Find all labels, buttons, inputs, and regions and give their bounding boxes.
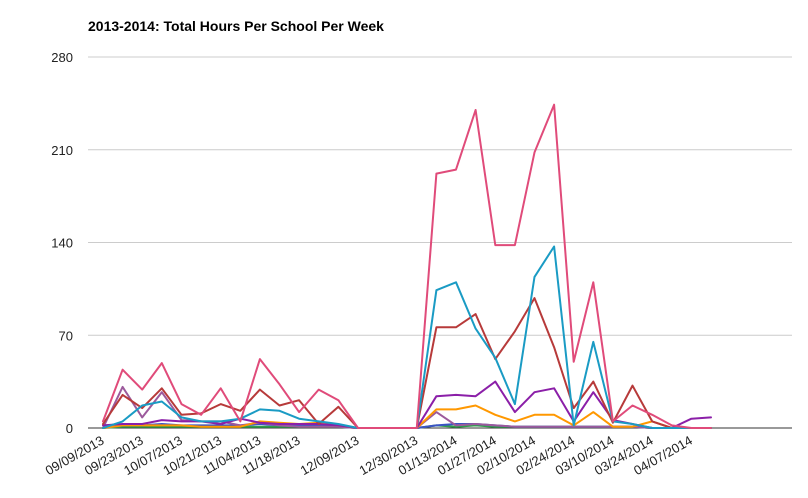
y-tick-label: 0	[66, 421, 73, 436]
grid-layer	[88, 56, 792, 429]
y-tick-label: 70	[59, 328, 73, 343]
series-line-3	[102, 297, 712, 429]
series-line-2	[102, 245, 712, 429]
chart-title: 2013-2014: Total Hours Per School Per We…	[88, 18, 384, 34]
x-tick-label: 12/09/2013	[298, 433, 362, 479]
y-tick-label: 140	[51, 236, 73, 251]
y-tick-label: 280	[51, 50, 73, 65]
x-axis: 09/09/201309/23/201310/07/201310/21/2013…	[43, 433, 695, 479]
series-line-4	[102, 380, 712, 429]
series-line-1	[102, 103, 712, 429]
series-layer	[102, 103, 712, 429]
y-axis: 0 70 140 210 280	[51, 50, 73, 436]
y-tick-label: 210	[51, 143, 73, 158]
